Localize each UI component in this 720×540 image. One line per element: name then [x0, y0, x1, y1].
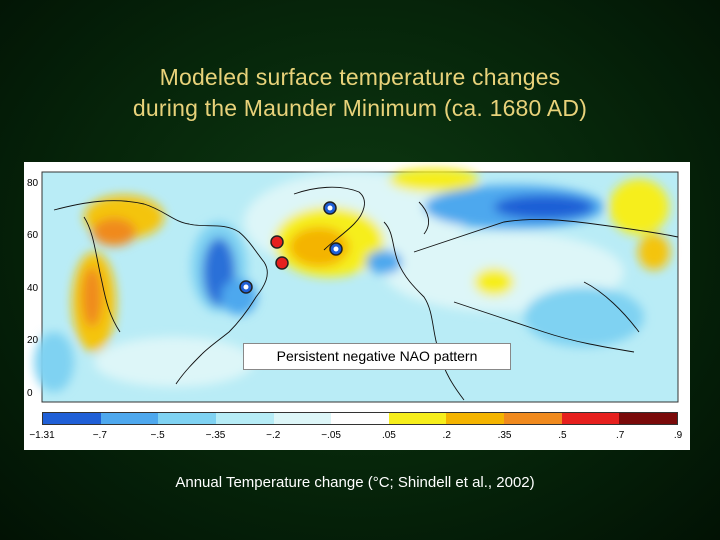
marker-cooling-scandinavia [329, 242, 343, 256]
latitude-label-40: 40 [27, 283, 39, 294]
colorbar-tick-label: −.35 [205, 430, 226, 441]
colorbar-segment [388, 413, 447, 424]
colorbar-tick-label: −.2 [266, 430, 281, 441]
colorbar-tick-label: .05 [381, 430, 396, 441]
temperature-map [34, 168, 679, 403]
colorbar-tick-label: −.7 [92, 430, 107, 441]
colorbar-tick-label: −.05 [321, 430, 341, 441]
colorbar-segment [561, 413, 620, 424]
colorbar-segment [446, 413, 505, 424]
colorbar-tick-label: −1.31 [29, 430, 55, 441]
latitude-label-80: 80 [27, 178, 39, 189]
temperature-map-figure: 80 60 40 20 0 Persistent negative NAO pa… [24, 162, 690, 450]
colorbar-segment [619, 413, 678, 424]
colorbar-tick-label: −.5 [150, 430, 165, 441]
colorbar [42, 412, 678, 425]
colorbar-tick-label: .35 [497, 430, 512, 441]
temperature-field [34, 168, 670, 392]
figure-caption: Annual Temperature change (°C; Shindell … [175, 474, 535, 491]
slide-title: Modeled surface temperature changes duri… [0, 62, 720, 124]
marker-cooling-eastern-us [239, 280, 253, 294]
colorbar-segment [100, 413, 159, 424]
latitude-label-60: 60 [27, 230, 39, 241]
colorbar-tick-label: .9 [673, 430, 683, 441]
title-line-1: Modeled surface temperature changes [159, 64, 561, 90]
colorbar-tick-label: .5 [558, 430, 567, 441]
colorbar-segment [331, 413, 389, 424]
marker-warming-labrador [270, 235, 284, 249]
title-line-2: during the Maunder Minimum (ca. 1680 AD) [132, 95, 588, 121]
colorbar-tick-label: .7 [616, 430, 625, 441]
colorbar-tick-label: .2 [442, 430, 451, 441]
colorbar-segment [273, 413, 332, 424]
colorbar-segment [43, 413, 101, 424]
nao-annotation: Persistent negative NAO pattern [243, 343, 511, 370]
colorbar-segment [215, 413, 274, 424]
latitude-label-20: 20 [27, 335, 39, 346]
marker-warming-newfoundland [275, 256, 289, 270]
colorbar-segment [158, 413, 216, 424]
coastlines [53, 186, 679, 401]
latitude-label-0: 0 [27, 388, 33, 399]
marker-cooling-greenland [323, 201, 337, 215]
colorbar-segment [504, 413, 562, 424]
